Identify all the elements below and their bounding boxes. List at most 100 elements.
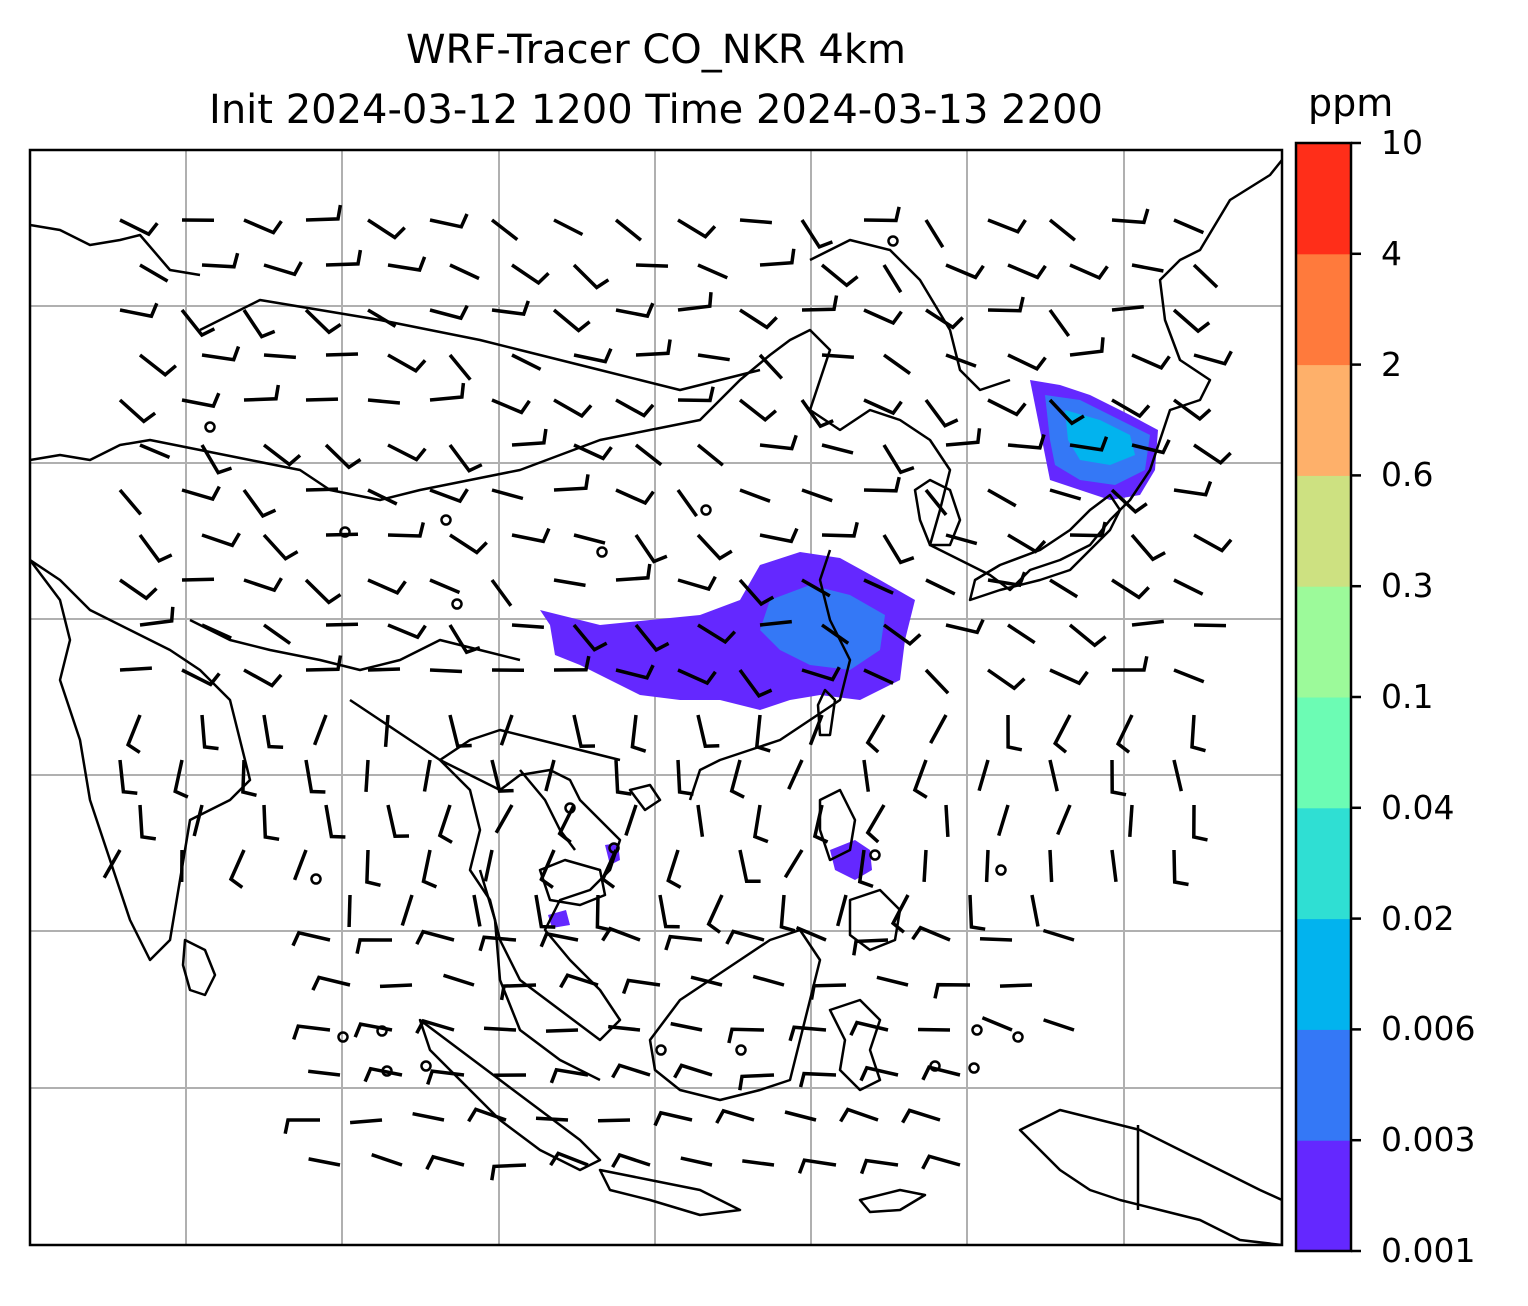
wind-barb: [986, 668, 1026, 691]
colorbar-unit: ppm: [1308, 81, 1394, 125]
wind-barb: [118, 759, 138, 795]
wind-barb: [821, 521, 859, 538]
wind-barb: [499, 714, 514, 746]
coastline-malay-peninsula: [478, 869, 601, 1082]
wind-barb: [490, 578, 513, 607]
colorbar-tick-label: 0.02: [1381, 898, 1455, 938]
wind-barb: [367, 308, 397, 328]
wind-barb: [945, 353, 977, 368]
wind-barb: [511, 353, 542, 371]
wind-barb: [1130, 533, 1166, 562]
wind-barb: [118, 488, 143, 516]
wind-barb: [715, 1108, 755, 1124]
wind-barb: [863, 476, 901, 493]
wind-barb: [365, 849, 381, 888]
wind-barb: [553, 474, 590, 492]
wind-barb: [788, 1025, 827, 1042]
wind-barb: [559, 973, 599, 989]
wind-barb: [449, 263, 480, 281]
colorbar-segment: [1296, 475, 1351, 587]
wind-barb: [552, 308, 591, 333]
wind-barb: [325, 249, 363, 267]
tracer-region-northeast-core: [1065, 410, 1135, 465]
wind-barb: [933, 982, 971, 999]
wind-barb: [922, 849, 928, 883]
wind-barb: [917, 1027, 951, 1032]
wind-barb: [987, 296, 1025, 313]
wind-barb: [800, 398, 834, 429]
wind-barb: [863, 206, 901, 223]
calm-wind-marker: [700, 504, 712, 516]
calm-wind-marker: [564, 802, 576, 814]
wind-barb: [1110, 488, 1148, 515]
calm-wind-marker: [995, 864, 1007, 876]
wind-barb: [1048, 759, 1059, 792]
wind-barb: [859, 1158, 899, 1175]
calm-wind-marker: [440, 514, 452, 526]
wind-barb: [1048, 398, 1085, 426]
wind-barb: [425, 1154, 465, 1171]
wind-barb: [600, 849, 618, 889]
wind-barb: [863, 668, 894, 685]
wind-barb: [696, 443, 724, 467]
wind-barb: [353, 1022, 393, 1038]
wind-barb: [865, 804, 886, 844]
wind-barb: [1110, 759, 1127, 797]
wind-barb: [422, 759, 432, 792]
wind-barb: [738, 1073, 775, 1091]
wind-barb: [448, 714, 472, 748]
wind-barb: [615, 563, 652, 582]
wind-barb: [305, 397, 339, 402]
wind-barb: [924, 668, 950, 695]
colorbar-tick-label: 0.3: [1381, 566, 1434, 606]
wind-barb: [490, 1163, 527, 1181]
wind-barb: [118, 398, 157, 424]
coastline-korea: [913, 478, 962, 547]
wind-barb: [243, 577, 283, 593]
wind-barb: [1068, 623, 1107, 648]
wind-barb: [429, 488, 469, 504]
colorbar: [1294, 141, 1361, 1253]
calm-wind-marker: [1012, 1031, 1024, 1043]
wind-barb: [242, 309, 276, 339]
wind-barb: [243, 668, 283, 688]
wind-barb: [572, 623, 608, 652]
wind-barb: [387, 521, 426, 538]
wind-barb: [262, 623, 292, 645]
wind-barb: [912, 759, 928, 799]
coastline-sumatra: [418, 1018, 602, 1172]
wind-barb: [1128, 804, 1134, 838]
wind-barb: [670, 1021, 703, 1032]
wind-barb: [539, 849, 556, 889]
wind-barb: [706, 894, 724, 934]
wind-barb: [882, 353, 912, 376]
wind-barb: [911, 925, 951, 942]
wind-barb: [634, 623, 670, 653]
wind-barb: [180, 308, 216, 338]
wind-barb: [1069, 521, 1107, 538]
wind-barb: [415, 1018, 455, 1035]
wind-barb: [901, 1108, 941, 1124]
wind-barb: [664, 934, 703, 951]
wind-barb: [511, 527, 551, 544]
wind-barb: [228, 849, 246, 889]
wind-barb: [614, 218, 642, 242]
wind-barb: [800, 219, 834, 250]
wind-barb: [448, 443, 483, 473]
wind-barb: [882, 264, 903, 294]
wind-barb: [677, 292, 713, 312]
wind-barb: [349, 1118, 383, 1125]
wind-barb: [138, 533, 173, 563]
wind-barb: [1131, 619, 1164, 627]
wind-barb: [635, 339, 672, 357]
wind-barb: [1007, 353, 1047, 371]
wind-barb: [621, 978, 661, 995]
wind-barb: [862, 759, 871, 792]
colorbar-segment: [1296, 918, 1351, 1030]
wind-barb: [1131, 439, 1171, 455]
calm-wind-marker: [971, 1024, 983, 1036]
wind-barb: [572, 263, 610, 290]
wind-barb: [1193, 533, 1233, 553]
wind-barb: [759, 619, 792, 627]
coastline-philippines-mindanao: [848, 888, 902, 952]
